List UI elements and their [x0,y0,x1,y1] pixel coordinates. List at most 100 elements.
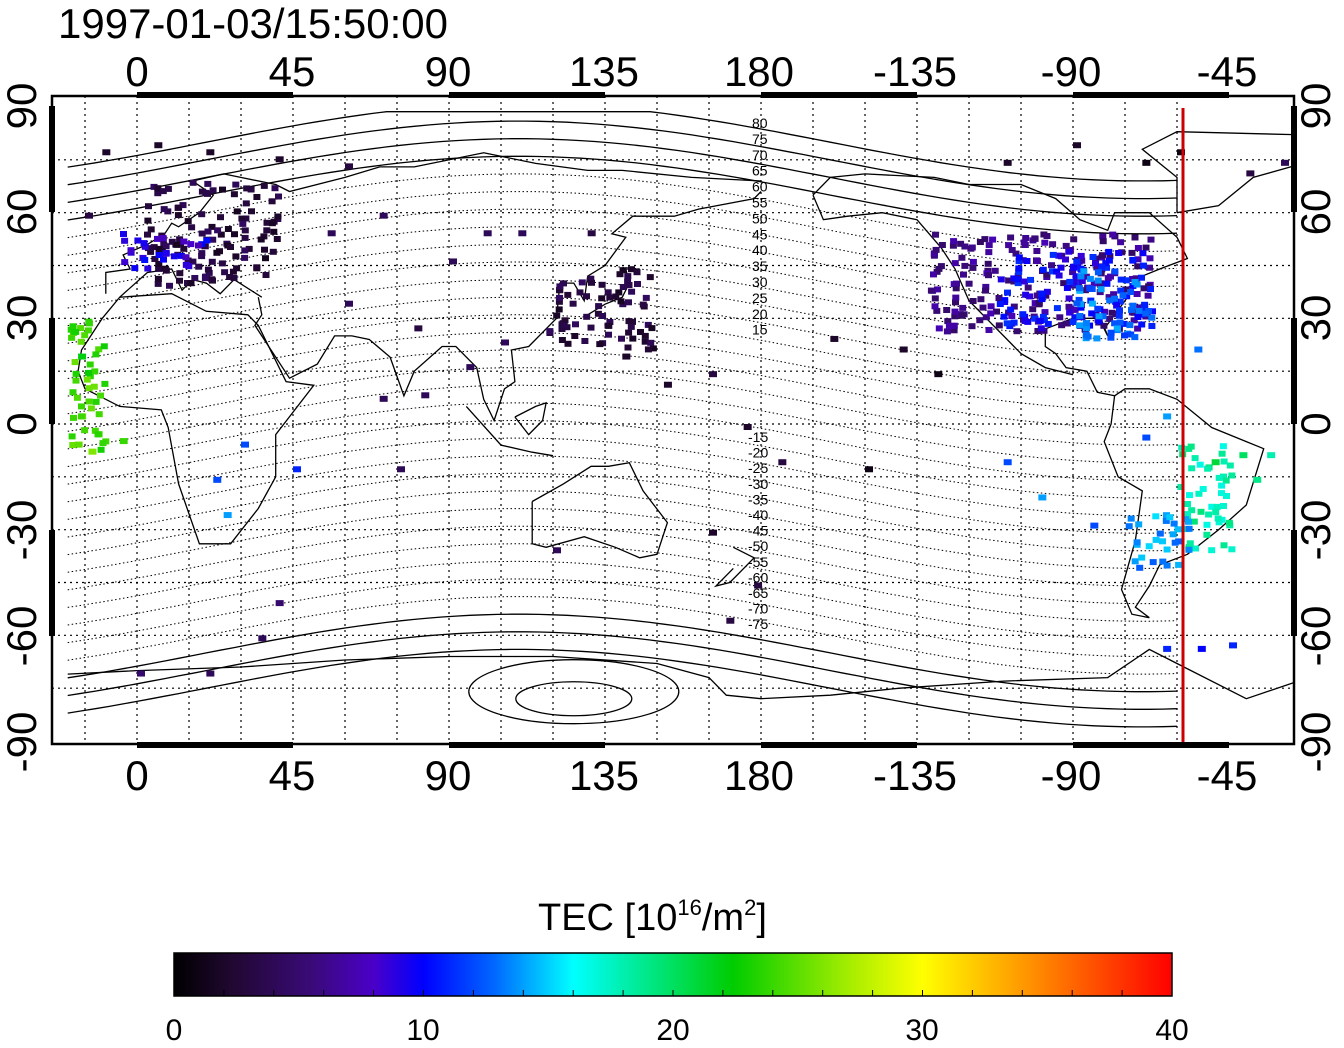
tec-cell [140,240,148,247]
tec-cell [754,582,763,589]
tec-cell [1195,490,1203,497]
tec-cell [174,212,182,219]
tec-cell [268,198,276,205]
tec-cell [1110,291,1118,298]
tec-cell [69,389,77,396]
tec-cell [1090,522,1099,529]
tec-cell [1159,558,1167,565]
tec-cell [1213,503,1221,510]
tec-cell [262,272,270,278]
tec-cell [991,267,999,274]
tec-cell [1129,282,1137,289]
tec-cell [556,283,564,290]
tec-cell [1199,486,1207,492]
tec-cell [230,191,238,198]
tec-cell [1185,525,1193,532]
tec-cell [959,304,967,311]
tec-cell [938,242,946,248]
tec-cell [726,617,735,624]
tec-cell [1111,320,1119,327]
longitude-tick-label: -135 [873,752,957,799]
tec-cell [1065,248,1073,255]
tec-cell [1014,276,1022,283]
tec-cell [1127,289,1135,295]
tec-cell [188,224,196,231]
tec-cell [1222,477,1230,484]
tec-cell [930,271,937,278]
tec-cell [1055,272,1063,279]
tec-cell [213,476,222,483]
tec-cell [1186,540,1194,547]
tec-cell [1073,258,1081,265]
tec-cell [1020,239,1028,246]
tec-cell [1024,318,1032,325]
tec-cell [231,231,238,238]
tec-cell [1022,291,1030,298]
tec-cell [709,529,718,536]
tec-cell [977,296,985,303]
tec-cell [1022,235,1030,241]
tec-cell [198,188,206,195]
tec-cell [1120,320,1128,327]
tec-cell [581,338,589,344]
tec-cell [245,245,253,252]
tec-cell [1148,323,1156,329]
tec-cell [1246,170,1255,177]
longitude-tick-label: -90 [1041,752,1102,799]
contour-label: -45 [748,523,768,539]
tec-cell [160,256,167,263]
tec-cell [1031,315,1039,322]
tec-cell [1119,292,1127,299]
tec-cell [1094,269,1102,276]
svg-text:TEC [1016/m2]: TEC [1016/m2] [538,895,767,939]
longitude-tick-label: 45 [269,48,316,95]
tec-cell [120,231,127,237]
tec-cell [594,310,602,317]
tec-cell [944,318,952,325]
tec-cell [587,324,595,331]
tec-cell [1010,303,1018,310]
tec-cell [558,337,566,343]
tec-cell [987,303,995,310]
tec-cell [1075,296,1083,303]
tec-cell [189,258,197,265]
tec-cell [1043,233,1051,239]
tec-cell [1103,264,1110,271]
tec-cell [1113,302,1121,309]
tec-cell [1197,645,1206,652]
tec-cell [1219,443,1227,450]
longitude-tick-label: 135 [569,48,639,95]
tec-cell [743,424,752,430]
tec-cell [1135,521,1143,528]
tec-cell [176,236,184,243]
tec-cell [92,351,100,358]
tec-cell [253,264,261,271]
tec-cell [1081,287,1089,294]
tec-cell [598,281,606,288]
tec-cell [1015,254,1023,261]
tec-cell [1141,301,1149,308]
tec-cell [1115,250,1123,256]
tec-cell [208,258,216,265]
tec-cell [1116,298,1124,305]
colorbar-ticks: 0 10 20 30 40 [166,990,1189,1047]
tec-cell [201,243,209,250]
tec-cell [1191,455,1199,462]
tec-cell [1103,280,1111,287]
tec-cell [1077,301,1085,308]
tec-cell [141,243,149,250]
contour-label: -65 [748,585,768,601]
tec-cell [1107,334,1115,341]
tec-cell [204,180,212,187]
tec-cell [86,361,94,368]
tec-cell [647,339,655,346]
tec-cell [1203,521,1211,528]
tec-cell [1027,276,1034,283]
tec-cell [77,325,85,332]
tec-cell [1187,443,1195,450]
tec-cell [950,327,958,334]
tec-cell [1214,515,1222,522]
tec-cell [90,383,98,390]
tec-cell [1041,239,1049,246]
tec-cell [663,381,672,388]
